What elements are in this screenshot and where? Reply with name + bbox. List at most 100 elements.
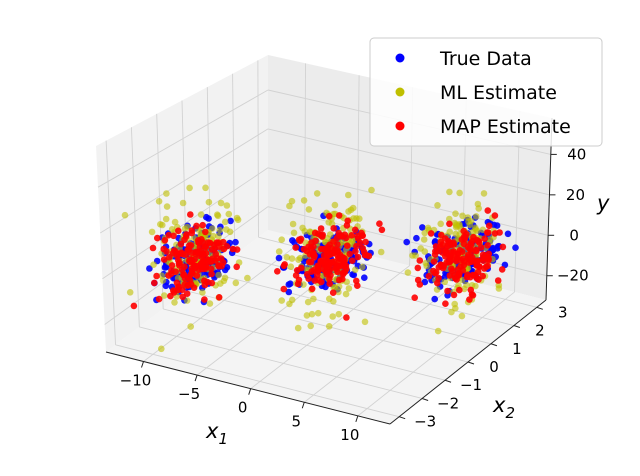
point-map-estimate (491, 230, 499, 237)
point-map-estimate (485, 222, 493, 230)
point-ml-estimate (412, 252, 419, 259)
point-ml-estimate (221, 218, 229, 226)
point-ml-estimate (446, 215, 453, 223)
x1-axis-label: x1 (205, 419, 228, 448)
point-ml-estimate (148, 228, 156, 236)
point-map-estimate (343, 314, 350, 321)
point-map-estimate (334, 252, 342, 260)
point-ml-estimate (335, 283, 343, 290)
point-ml-estimate (181, 225, 189, 233)
point-map-estimate (326, 251, 334, 258)
grid-line-y-left (105, 140, 116, 345)
point-map-estimate (180, 271, 188, 279)
point-ml-estimate (359, 263, 366, 271)
point-map-estimate (317, 225, 325, 232)
x1-tick-label: 0 (238, 399, 248, 417)
x2-tick-mark (536, 306, 543, 310)
point-ml-estimate (452, 230, 460, 238)
point-map-estimate (435, 274, 442, 282)
x2-tick-mark (490, 343, 498, 347)
point-map-estimate (356, 239, 364, 247)
point-true-data (205, 215, 212, 222)
point-ml-estimate (159, 277, 167, 284)
point-map-estimate (130, 302, 138, 310)
point-map-estimate (165, 231, 172, 239)
point-map-estimate (446, 258, 454, 266)
point-true-data (227, 217, 234, 225)
x2-axis-label: x2 (492, 393, 515, 422)
point-map-estimate (491, 212, 499, 219)
point-map-estimate (308, 268, 316, 275)
point-map-estimate (163, 248, 170, 255)
point-map-estimate (442, 252, 449, 260)
axis-labels: x1 x2 y (205, 191, 610, 448)
point-ml-estimate (434, 202, 441, 209)
point-ml-estimate (289, 220, 297, 228)
point-map-estimate (330, 225, 338, 232)
point-map-estimate (437, 261, 445, 269)
x1-tick-label: −10 (120, 372, 152, 390)
point-map-estimate (314, 262, 322, 270)
point-map-estimate (427, 230, 435, 237)
point-map-estimate (179, 293, 186, 301)
point-map-estimate (201, 277, 208, 285)
grid-line-y-floor (115, 344, 400, 418)
point-map-estimate (454, 266, 462, 273)
grid-line-x-back (304, 63, 306, 240)
point-ml-estimate (472, 224, 479, 232)
point-map-estimate (473, 274, 480, 282)
x1-axis-line (105, 351, 391, 425)
point-ml-estimate (303, 312, 311, 319)
point-map-estimate (454, 272, 462, 280)
point-ml-estimate (221, 274, 229, 282)
point-map-estimate (479, 251, 487, 258)
point-ml-estimate (179, 199, 187, 207)
point-map-estimate (484, 242, 491, 249)
point-map-estimate (425, 272, 433, 280)
point-map-estimate (326, 280, 334, 288)
y-tick-label: 20 (566, 186, 585, 204)
point-ml-estimate (186, 184, 193, 192)
y-tick-label: −20 (557, 267, 589, 285)
grid-line-z-back (267, 128, 550, 196)
y-axis-line (545, 117, 553, 301)
x1-tick-label: 5 (291, 412, 301, 430)
point-map-estimate (308, 285, 316, 293)
point-ml-estimate (216, 226, 224, 234)
point-map-estimate (292, 244, 300, 251)
grid-line-y-floor (163, 308, 446, 381)
point-map-estimate (479, 272, 487, 280)
point-ml-estimate (404, 269, 412, 276)
point-ml-estimate (345, 191, 352, 199)
point-true-data (504, 230, 512, 238)
point-map-estimate (349, 257, 356, 265)
point-true-data (403, 238, 411, 246)
point-map-estimate (207, 265, 215, 273)
point-ml-estimate (480, 190, 488, 197)
point-map-estimate (484, 207, 492, 214)
point-ml-estimate (458, 312, 466, 320)
point-ml-estimate (452, 210, 459, 217)
point-ml-estimate (326, 231, 334, 238)
point-true-data (431, 295, 439, 303)
point-map-estimate (473, 262, 481, 269)
point-map-estimate (292, 272, 300, 279)
point-map-estimate (432, 248, 439, 255)
point-map-estimate (485, 257, 492, 264)
point-map-estimate (153, 272, 160, 280)
legend-label-ml-estimate: ML Estimate (440, 82, 557, 104)
point-ml-estimate (215, 271, 222, 279)
point-ml-estimate (421, 248, 429, 255)
point-ml-estimate (335, 310, 343, 318)
point-ml-estimate (307, 322, 315, 330)
point-ml-estimate (474, 200, 482, 208)
point-ml-estimate (420, 236, 428, 243)
point-ml-estimate (206, 300, 214, 307)
point-ml-estimate (300, 197, 308, 204)
point-ml-estimate (300, 281, 307, 288)
grid-line-y-left (232, 73, 236, 256)
point-ml-estimate (160, 292, 168, 299)
grid-line-z-back (267, 167, 549, 236)
point-true-data (361, 274, 368, 282)
point-map-estimate (220, 245, 228, 253)
